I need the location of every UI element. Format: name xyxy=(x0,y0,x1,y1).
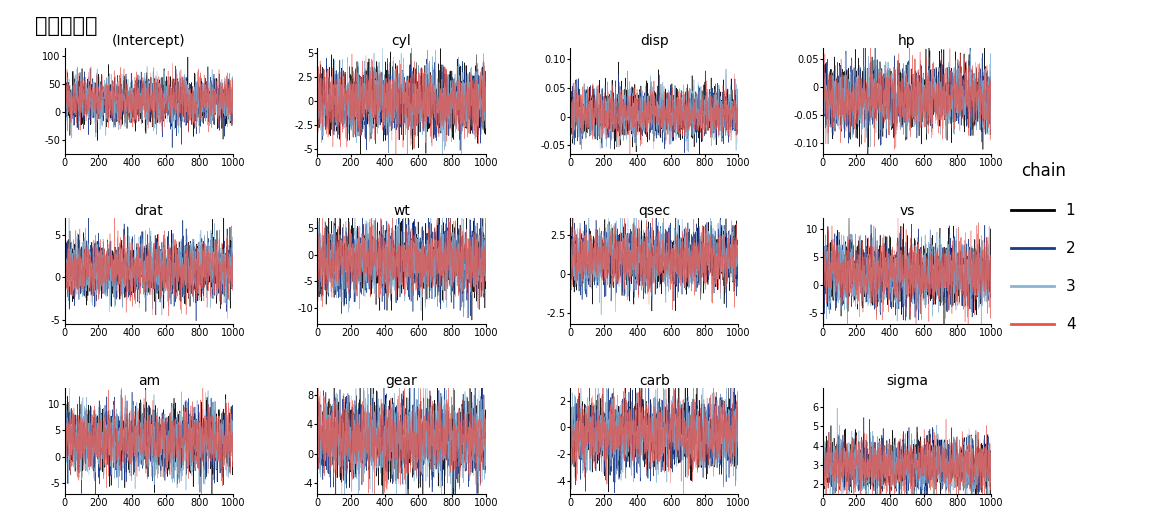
Title: sigma: sigma xyxy=(886,374,928,388)
Title: disp: disp xyxy=(639,34,669,48)
Title: (Intercept): (Intercept) xyxy=(111,34,185,48)
Title: gear: gear xyxy=(386,374,418,388)
Title: wt: wt xyxy=(393,204,409,218)
Title: carb: carb xyxy=(639,374,670,388)
Legend: 1, 2, 3, 4: 1, 2, 3, 4 xyxy=(1005,156,1082,338)
Title: drat: drat xyxy=(135,204,163,218)
Title: cyl: cyl xyxy=(392,34,412,48)
Title: hp: hp xyxy=(899,34,916,48)
Title: am: am xyxy=(137,374,160,388)
Title: vs: vs xyxy=(900,204,915,218)
Title: qsec: qsec xyxy=(638,204,670,218)
Text: 参数轨迹图: 参数轨迹图 xyxy=(35,16,97,36)
